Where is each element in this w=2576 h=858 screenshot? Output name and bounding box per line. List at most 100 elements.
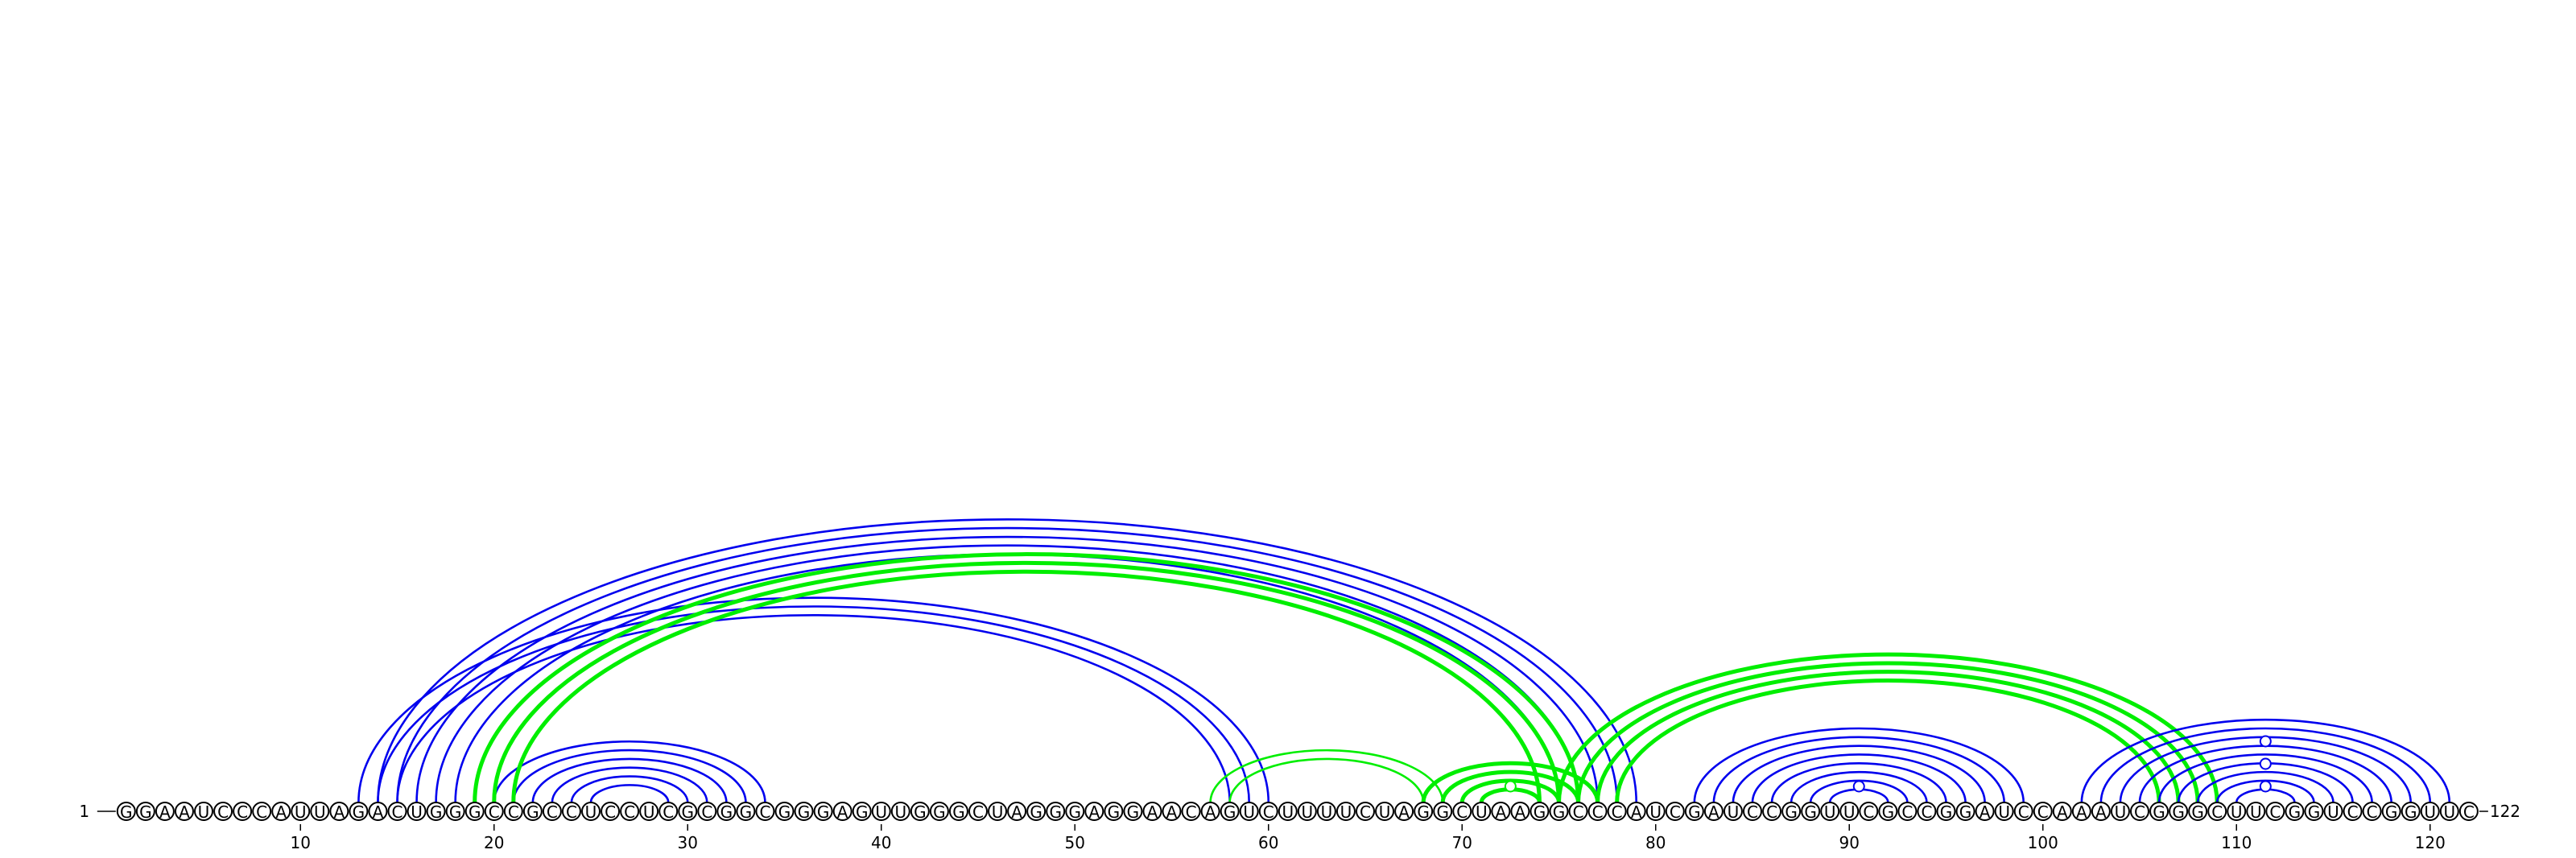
nucleotide-letter: G — [449, 802, 462, 822]
nucleotide-circle — [2439, 802, 2459, 821]
tick-label-100: 100 — [2028, 833, 2058, 852]
position-ticks: 10 20 30 40 50 60 70 80 90 100 110 120 — [291, 824, 2446, 852]
nucleotide-letter: C — [1186, 802, 1197, 822]
nucleotide-54: A — [1142, 802, 1162, 822]
nucleotide-letter: C — [1573, 802, 1584, 822]
nucleotide-circle — [2420, 802, 2440, 821]
nucleotide-circle — [368, 802, 388, 821]
nucleotide-letter: A — [1496, 802, 1507, 822]
nucleotide-circle — [1801, 802, 1821, 821]
nucleotide-40: U — [871, 802, 891, 822]
nucleotide-14: A — [368, 802, 388, 822]
nucleotide-letter: C — [1456, 802, 1468, 822]
nucleotide-letter: A — [2095, 802, 2107, 822]
nucleotide-letter: C — [2134, 802, 2145, 822]
helix-3-pair-18-75 — [454, 553, 1560, 803]
nucleotide-116: C — [2343, 802, 2363, 822]
nucleotide-circle — [1645, 802, 1666, 821]
nucleotide-circle — [2149, 802, 2169, 821]
nucleotide-102: A — [2071, 802, 2091, 822]
nucleotide-letter: G — [1785, 802, 1798, 822]
nucleotide-letter: U — [1302, 802, 1314, 822]
nucleotide-circle — [426, 802, 446, 821]
nucleotide-letter: A — [2057, 802, 2068, 822]
nucleotide-circle — [2323, 802, 2343, 821]
nucleotide-22: G — [522, 802, 543, 822]
nucleotide-letter: C — [972, 802, 984, 822]
nucleotide-letter: G — [740, 802, 753, 822]
nucleotide-45: C — [968, 802, 988, 822]
nucleotide-circle — [1665, 802, 1685, 821]
nucleotide-letter: A — [1205, 802, 1216, 822]
helix-8-pair-84-97 — [1732, 745, 1986, 803]
nucleotide-letter: U — [1649, 802, 1662, 822]
nucleotide-circle — [1394, 802, 1414, 821]
nucleotide-circle — [601, 802, 621, 821]
nucleotide-letter: C — [759, 802, 770, 822]
nucleotide-circle — [349, 802, 369, 821]
nucleotide-circle — [1472, 802, 1492, 821]
helix-2-pair-15-58 — [396, 614, 1231, 803]
nucleotide-49: G — [1046, 802, 1066, 822]
nucleotide-circle — [2401, 802, 2421, 821]
helix-6-pair-69-76 — [1440, 769, 1581, 803]
nucleotide-letter: G — [2191, 802, 2204, 822]
helix-3-pair-14-79 — [377, 518, 1637, 803]
nucleotide-letter: G — [1804, 802, 1817, 822]
helix-7-pair-75-109 — [1557, 652, 2219, 803]
nucleotide-letter: U — [1282, 802, 1294, 822]
nucleotide-81: C — [1665, 802, 1685, 822]
start-label: 1 — [79, 802, 89, 821]
nucleotide-114: G — [2304, 802, 2324, 822]
nucleotide-letter: U — [2424, 802, 2436, 822]
nucleotide-21: C — [503, 802, 523, 822]
tick-label-110: 110 — [2221, 833, 2252, 852]
end-label: 122 — [2490, 802, 2520, 821]
helix-4-pair-21-74 — [511, 569, 1542, 803]
nucleotide-circle — [1278, 802, 1298, 821]
helix-2-pair-13-60 — [357, 596, 1270, 803]
nucleotide-10: U — [291, 802, 311, 822]
nucleotide-11: U — [310, 802, 330, 822]
nucleotide-letter: A — [837, 802, 848, 822]
nucleotide-52: G — [1104, 802, 1124, 822]
nucleotide-letter: U — [2115, 802, 2127, 822]
nucleotide-circle — [561, 802, 581, 821]
nucleotide-circle — [678, 802, 698, 821]
nucleotide-8: C — [252, 802, 272, 822]
nucleotide-circle — [1297, 802, 1317, 821]
nucleotide-circle — [1549, 802, 1569, 821]
nucleotide-13: G — [349, 802, 369, 822]
nucleotide-letter: U — [411, 802, 423, 822]
nucleotide-2: G — [135, 802, 155, 822]
tick-label-70: 70 — [1452, 833, 1472, 852]
nucleotide-61: U — [1278, 802, 1298, 822]
nucleotide-37: G — [813, 802, 833, 822]
nucleotide-letter: A — [179, 802, 190, 822]
nucleotide-circle — [329, 802, 349, 821]
nucleotide-88: G — [1801, 802, 1821, 822]
nucleotide-circle — [1607, 802, 1627, 821]
nucleotide-circle — [484, 802, 504, 821]
nucleotide-67: A — [1394, 802, 1414, 822]
nucleotide-77: C — [1587, 802, 1608, 822]
nucleotide-42: G — [910, 802, 930, 822]
helix-5-pair-58-68 — [1228, 757, 1425, 803]
nucleotide-letter: U — [1379, 802, 1391, 822]
helix-2-pair-14-59 — [377, 605, 1250, 803]
helix-8-pair-86-95 — [1770, 761, 1947, 803]
nucleotide-circle — [639, 802, 659, 821]
nucleotide-29: C — [658, 802, 679, 822]
nucleotide-circle — [929, 802, 949, 821]
nucleotide-circle — [658, 802, 679, 821]
nucleotide-35: G — [774, 802, 795, 822]
nucleotide-9: A — [271, 802, 291, 822]
nucleotide-circle — [2343, 802, 2363, 821]
nucleotide-letter: A — [159, 802, 171, 822]
nucleotide-108: G — [2188, 802, 2208, 822]
nucleotide-circle — [1684, 802, 1704, 821]
nucleotide-circle — [2246, 802, 2266, 821]
nucleotide-circle — [1955, 802, 1975, 821]
nucleotide-98: U — [1994, 802, 2014, 822]
